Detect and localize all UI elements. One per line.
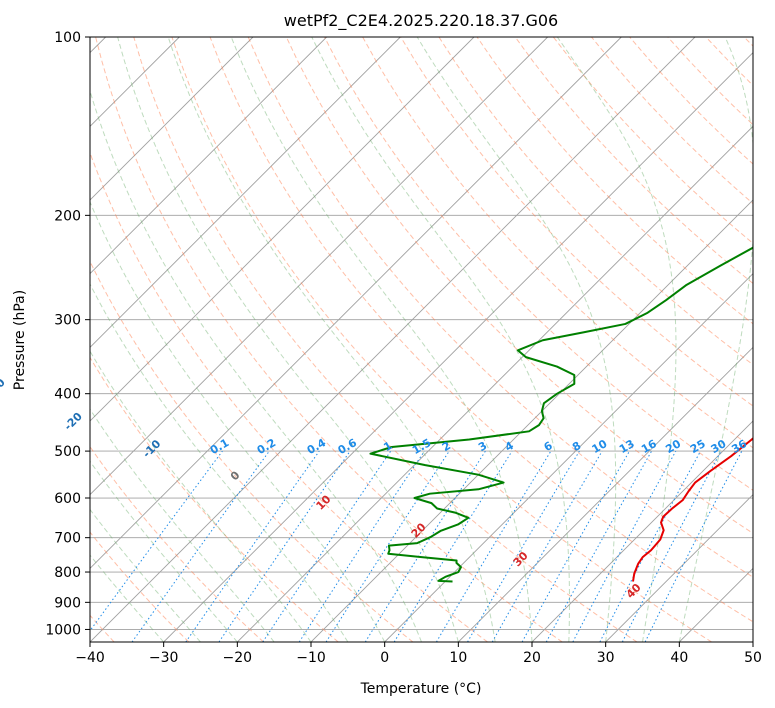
y-tick-label: 600	[54, 491, 81, 507]
dry-adiabat-line	[90, 531, 190, 642]
mixing-ratio-line	[521, 450, 630, 642]
dry-adiabat-line	[209, 37, 753, 623]
dry-adiabat-line	[362, 37, 753, 449]
x-tick-label: 50	[744, 650, 762, 666]
moist-adiabat-line	[311, 37, 570, 642]
moist-adiabat-line	[117, 37, 459, 642]
dry-adiabat-line	[514, 37, 753, 285]
mixing-ratio-line	[262, 450, 392, 642]
isotherm-line	[90, 37, 696, 642]
dry-adiabat-line	[247, 37, 753, 578]
x-tick-label: −40	[75, 650, 105, 666]
y-tick-label: 1000	[45, 622, 81, 638]
dry-adiabat-line	[400, 37, 753, 407]
y-tick-label: 400	[54, 387, 81, 403]
isotherm-line	[90, 37, 254, 201]
y-tick-label: 900	[54, 595, 81, 611]
y-tick-label: 200	[54, 208, 81, 224]
mixing-ratio-line	[131, 450, 270, 642]
isotherm-line	[605, 494, 753, 642]
isotherm-line	[90, 37, 475, 422]
dry-adiabat-line	[90, 260, 414, 642]
isotherm-line	[237, 125, 753, 642]
mixing-ratio-line	[90, 450, 223, 632]
moist-adiabat-line	[90, 408, 275, 642]
y-tick-label: 300	[54, 313, 81, 329]
dry-adiabat-line	[324, 37, 753, 491]
isotherm-line	[90, 37, 622, 569]
x-tick-label: −20	[223, 650, 253, 666]
moist-adiabat-line	[230, 37, 533, 642]
y-axis-label: Pressure (hPa)	[12, 290, 28, 390]
x-tick-label: 20	[523, 650, 541, 666]
dry-adiabat-line	[95, 37, 563, 642]
x-tick-label: −30	[149, 650, 179, 666]
dry-adiabat-line	[171, 37, 712, 642]
isotherm-line	[163, 52, 753, 642]
mixing-ratio-line	[393, 450, 513, 642]
y-tick-label: 800	[54, 565, 81, 581]
y-axis: 100 200 300 400 500 600 700 800 900 1000	[45, 30, 90, 638]
x-tick-label: 10	[449, 650, 467, 666]
moist-adiabat-line	[167, 37, 496, 642]
x-tick-label: 30	[597, 650, 615, 666]
moist-adiabat-line	[90, 283, 349, 642]
x-axis-label: Temperature (°C)	[360, 681, 482, 697]
chart-title: wetPf2_C2E4.2025.220.18.37.G06	[284, 11, 558, 31]
y-tick-label: 700	[54, 531, 81, 547]
moist-adiabat-line	[678, 37, 753, 642]
x-tick-label: 0	[380, 650, 389, 666]
temperature-line	[632, 437, 753, 582]
isotherm-line	[458, 346, 753, 642]
isotherm-line	[531, 420, 753, 642]
dry-adiabat-line	[133, 37, 638, 642]
mixing-ratio-line	[325, 450, 450, 642]
y-tick-label: 500	[54, 444, 81, 460]
sounding-profiles	[369, 246, 753, 583]
moist-adiabat-line	[90, 460, 238, 642]
dry-adiabat-line	[90, 356, 339, 642]
mixing-ratio-line	[644, 450, 743, 642]
isotherm-line	[90, 37, 548, 496]
moist-adiabat-line	[90, 200, 386, 642]
moist-adiabat-line	[416, 37, 617, 642]
mixing-ratio-line	[218, 450, 351, 642]
plot-frame	[89, 36, 754, 643]
isotherm-line	[90, 37, 327, 275]
dry-adiabat-line	[90, 445, 264, 642]
mixing-ratio-line	[545, 450, 653, 642]
background-lines	[90, 37, 753, 642]
mixing-ratio-line	[572, 450, 677, 642]
dry-adiabat-line	[90, 151, 488, 642]
mixing-ratio-line	[185, 450, 320, 642]
x-tick-label: 40	[670, 650, 688, 666]
moist-adiabat-line	[90, 350, 312, 642]
x-tick-label: −10	[296, 650, 326, 666]
dry-adiabat-line	[438, 37, 753, 366]
y-tick-label: 100	[54, 30, 81, 46]
moist-adiabat-line	[556, 37, 677, 642]
dry-adiabat-label: -30	[0, 376, 8, 399]
mixing-ratio-line	[298, 450, 425, 642]
dewpoint-line	[369, 246, 753, 583]
x-axis: −40 −30 −20 −10 0 10 20 30 40 50	[75, 642, 762, 666]
isotherm-line	[384, 273, 753, 642]
isotherm-line	[90, 37, 401, 348]
